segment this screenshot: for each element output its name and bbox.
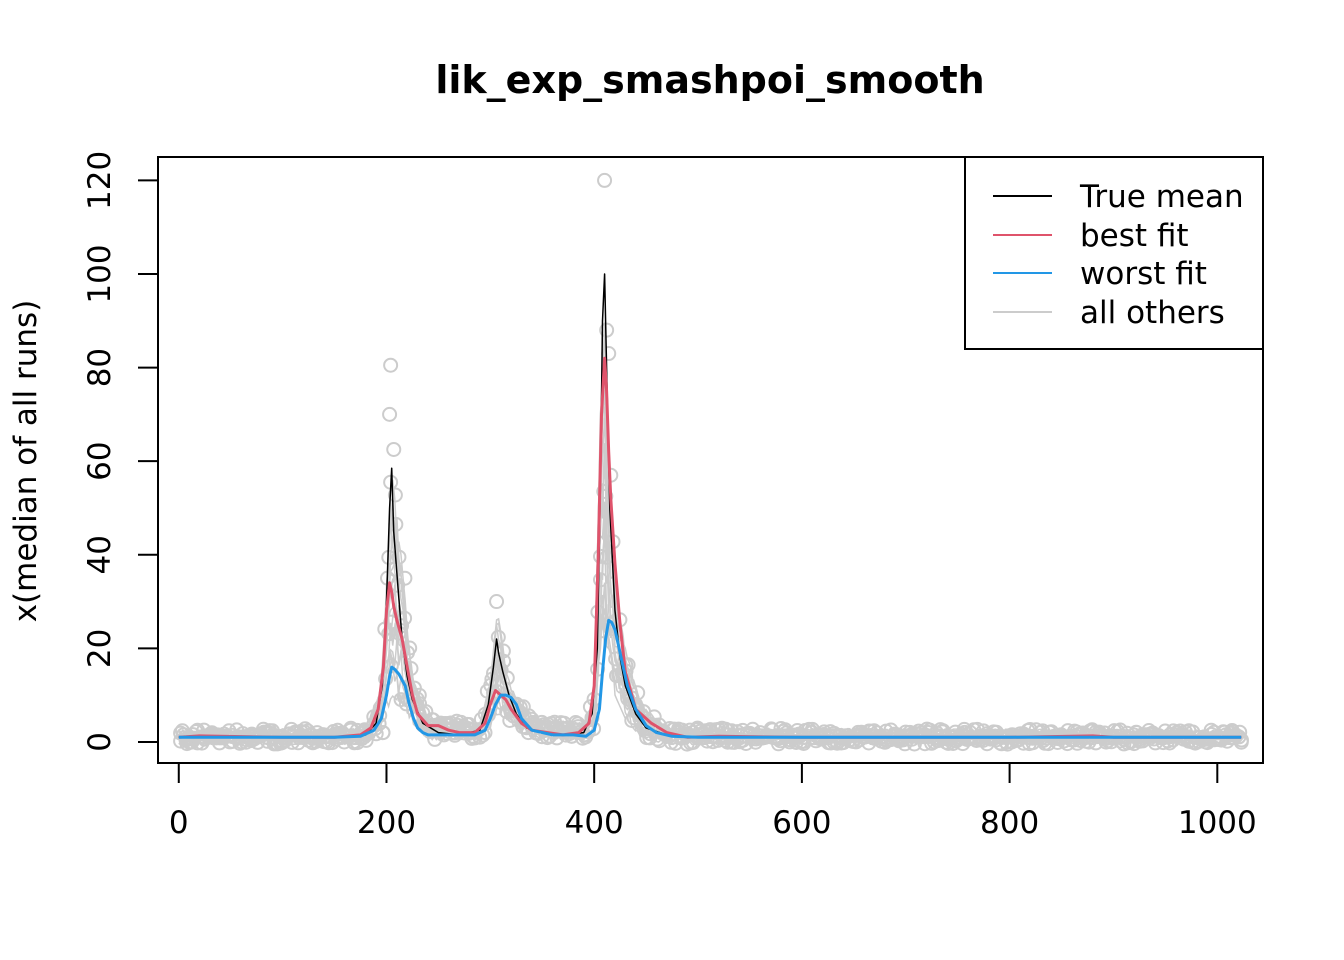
other-point [397,570,413,586]
y-tick-label: 120 [82,151,118,210]
outlier-point [382,406,398,422]
other-point [387,487,403,503]
other-point [490,629,506,645]
plot-area [173,172,1249,752]
other-run-line [178,594,1241,745]
x-tick-label: 0 [169,805,189,841]
other-run-line [178,390,1241,736]
other-point [378,671,394,687]
chart-title: lik_exp_smashpoi_smooth [435,58,984,102]
legend-label-true-mean: True mean [1079,179,1244,215]
legend: True mean best fit worst fit all others [964,156,1264,350]
other-run-line [178,362,1241,735]
other-point [375,725,391,741]
legend-label-best-fit: best fit [1080,218,1189,254]
other-point [397,610,413,626]
outlier-point [391,549,407,565]
series-true-mean [178,273,1242,739]
legend-box [964,156,1264,350]
other-run-line [178,582,1241,746]
other-run-line [178,501,1241,742]
y-tick-label: 100 [82,244,118,303]
y-axis-label: x(median of all runs) [8,300,44,623]
legend-label-all-others: all others [1080,295,1225,331]
y-tick-label: 0 [82,732,118,752]
y-tick-label: 80 [82,348,118,387]
other-point [1119,725,1135,741]
other-point [1234,732,1249,748]
y-axis: 0 20 40 60 80 100 120 [82,151,159,752]
other-point [586,721,602,737]
other-point [502,713,518,728]
y-tick-label: 40 [82,535,118,574]
outlier-point [386,441,402,457]
y-tick-label: 20 [82,629,118,668]
legend-label-worst-fit: worst fit [1080,256,1207,292]
other-run-line [178,443,1241,739]
other-run-line [178,516,1241,743]
x-axis: 0 200 400 600 800 1000 [169,762,1257,841]
other-run-line [178,417,1241,738]
other-point [495,643,511,659]
y-tick-label: 60 [82,441,118,480]
other-point [499,670,515,686]
other-point [593,548,608,564]
x-tick-label: 200 [357,805,416,841]
series-all-others [178,322,1241,746]
other-run-line [178,445,1241,740]
x-tick-label: 800 [980,805,1039,841]
outlier-point [383,357,399,373]
x-tick-label: 400 [565,805,624,841]
outlier-point [489,594,505,610]
outlier-point [597,172,613,188]
other-point [403,661,419,676]
other-point [593,572,608,588]
x-tick-label: 600 [772,805,831,841]
other-run-line [178,322,1241,734]
series-best-fit [178,356,1242,739]
other-run-line [178,483,1241,741]
other-run-line [178,532,1241,744]
x-tick-label: 1000 [1178,805,1257,841]
other-run-line [178,406,1241,737]
series-worst-fit [178,618,1242,739]
other-point [496,653,512,669]
